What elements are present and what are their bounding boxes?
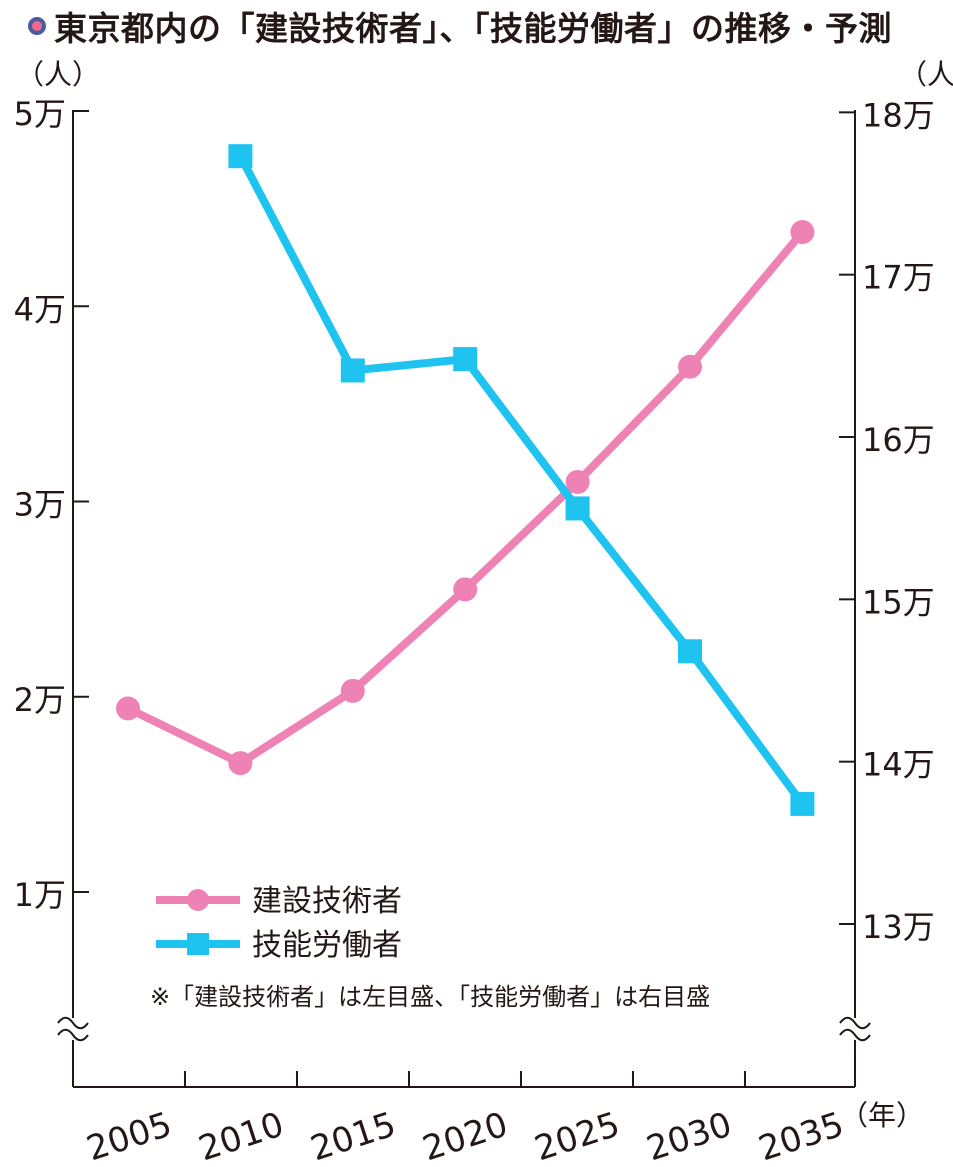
right-axis-tick-label: 16万	[862, 421, 935, 459]
left-axis-tick-label: 4万	[14, 290, 66, 328]
left-axis-tick-label: 1万	[14, 876, 66, 914]
data-point-workers	[790, 791, 815, 816]
legend-label: 建設技術者	[252, 884, 402, 919]
x-axis-tick-label: 2020	[418, 1105, 513, 1167]
data-point-engineers	[790, 220, 815, 245]
data-point-engineers	[565, 469, 590, 494]
left-axis-tick-label: 3万	[14, 486, 66, 524]
right-axis-tick-label: 17万	[862, 259, 935, 297]
data-point-workers	[228, 144, 253, 169]
left-axis-unit: （人）	[16, 58, 100, 91]
data-point-engineers	[678, 354, 702, 379]
right-axis-break-icon	[839, 1016, 871, 1030]
right-axis-tick-label: 15万	[862, 583, 935, 621]
x-axis-tick-label: 2035	[754, 1105, 849, 1167]
left-axis-tick-label: 5万	[14, 95, 66, 133]
data-point-engineers	[116, 696, 140, 721]
series-line-engineers	[126, 229, 806, 768]
left-axis-break-icon	[57, 1028, 89, 1042]
legend-label: 技能労働者	[252, 928, 402, 963]
title-row: 東京都内の「建設技術者」、「技能労働者」の推移・予測	[28, 2, 892, 50]
legend-marker-workers	[187, 933, 209, 955]
x-axis-tick-label: 2030	[642, 1105, 737, 1167]
x-axis-tick-label: 2010	[194, 1105, 289, 1167]
left-axis-break-icon	[57, 1016, 89, 1030]
title-bullet-icon	[28, 17, 46, 35]
right-axis-tick-label: 13万	[862, 908, 935, 946]
data-point-engineers	[340, 678, 365, 703]
data-point-workers	[453, 347, 478, 372]
data-point-workers	[565, 496, 590, 521]
data-point-workers	[678, 639, 702, 664]
left-axis-tick-label: 2万	[14, 681, 66, 719]
x-axis-unit: （年）	[840, 1099, 924, 1132]
series-line-workers	[236, 154, 806, 807]
data-point-workers	[340, 358, 365, 383]
chart-title: 東京都内の「建設技術者」、「技能労働者」の推移・予測	[54, 9, 892, 48]
scale-note: ※「建設技術者」は左目盛、「技能労働者」は右目盛	[150, 983, 710, 1011]
right-axis-tick-label: 14万	[862, 746, 935, 784]
data-point-engineers	[228, 751, 253, 776]
x-axis-tick-label: 2015	[306, 1105, 401, 1167]
series-lines	[126, 154, 806, 807]
right-axis-unit: （人）	[899, 58, 953, 91]
right-axis-tick-label: 18万	[862, 96, 935, 134]
right-axis-break-icon	[839, 1028, 871, 1042]
x-axis-tick-label: 2005	[82, 1105, 177, 1167]
series-markers	[116, 144, 815, 816]
data-point-engineers	[453, 577, 478, 602]
legend-marker-engineers	[187, 889, 209, 911]
x-axis-tick-label: 2025	[530, 1105, 625, 1167]
